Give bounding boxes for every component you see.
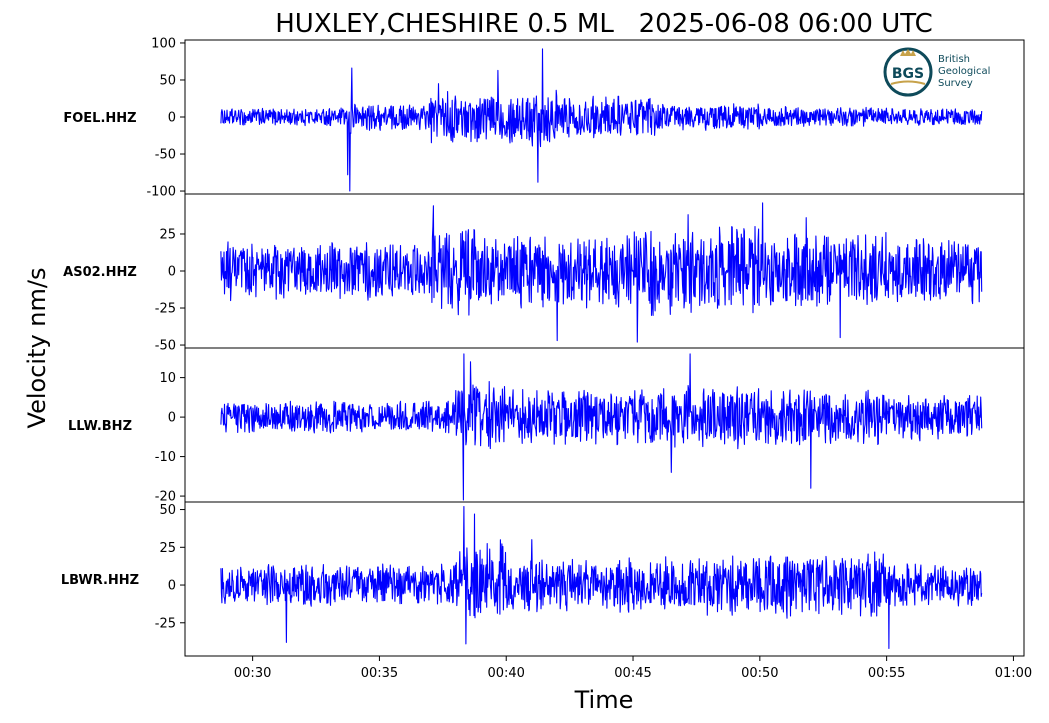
time-axis: 00:30 00:35 00:40 00:45 00:50 00:55 01:00	[234, 656, 1032, 681]
trace-panel: FOEL.HHZ -100 -50 0 50 100	[63, 36, 1025, 200]
x-tick-label: 00:40	[487, 666, 524, 681]
station-label: LBWR.HHZ	[61, 573, 139, 588]
y-axis-label: Velocity nm/s	[23, 268, 51, 429]
y-tick-label: 0	[168, 579, 176, 594]
trace-panel: LLW.BHZ -20 -10 0 10	[68, 347, 1025, 505]
waveform-trace	[220, 202, 983, 343]
y-tick-label: 0	[168, 265, 176, 280]
y-tick-label: 50	[159, 503, 176, 518]
y-tick-label: -50	[155, 339, 176, 354]
panel-frame	[184, 501, 1025, 657]
y-tick-label: 100	[151, 36, 176, 51]
waveform-trace	[220, 48, 983, 192]
bgs-logo-abbr: BGS	[892, 66, 924, 82]
x-tick-label: 00:30	[234, 666, 271, 681]
waveform-trace	[220, 505, 983, 650]
y-tick-label: 25	[159, 541, 176, 556]
x-tick-label: 01:00	[995, 666, 1032, 681]
bgs-logo-line-3: Survey	[938, 78, 973, 89]
y-tick-label: -25	[155, 302, 176, 317]
x-tick-label: 00:55	[868, 666, 905, 681]
y-tick-label: -100	[146, 185, 176, 200]
crown-icon	[900, 49, 916, 56]
x-tick-label: 00:50	[741, 666, 778, 681]
y-tick-label: -25	[155, 616, 176, 631]
logo-wave-icon	[890, 80, 926, 85]
bgs-logo: BGS British Geological Survey	[883, 47, 990, 97]
y-tick-label: 50	[159, 73, 176, 88]
station-label: FOEL.HHZ	[63, 111, 136, 126]
y-tick-label: 25	[159, 227, 176, 242]
station-label: LLW.BHZ	[68, 419, 132, 434]
y-tick-label: -20	[155, 490, 176, 505]
y-tick-label: -50	[155, 148, 176, 163]
y-tick-label: 0	[168, 111, 176, 126]
x-tick-label: 00:45	[614, 666, 651, 681]
bgs-logo-line-2: Geological	[938, 66, 990, 77]
bgs-logo-line-1: British	[938, 54, 970, 65]
x-tick-label: 00:35	[361, 666, 398, 681]
trace-panel: LBWR.HHZ -25 0 25 50	[61, 501, 1025, 657]
station-label: AS02.HHZ	[63, 265, 137, 280]
y-tick-label: 0	[168, 411, 176, 426]
trace-panel: AS02.HHZ -50 -25 0 25	[63, 193, 1025, 354]
y-tick-label: -10	[155, 450, 176, 465]
trace-panels: FOEL.HHZ-100-50050100AS02.HHZ-50-25025LL…	[61, 36, 1025, 657]
y-tick-label: 10	[159, 371, 176, 386]
x-axis-label: Time	[574, 686, 634, 714]
chart-title: HUXLEY,CHESHIRE 0.5 ML 2025-06-08 06:00 …	[275, 9, 933, 39]
waveform-trace	[220, 353, 983, 501]
